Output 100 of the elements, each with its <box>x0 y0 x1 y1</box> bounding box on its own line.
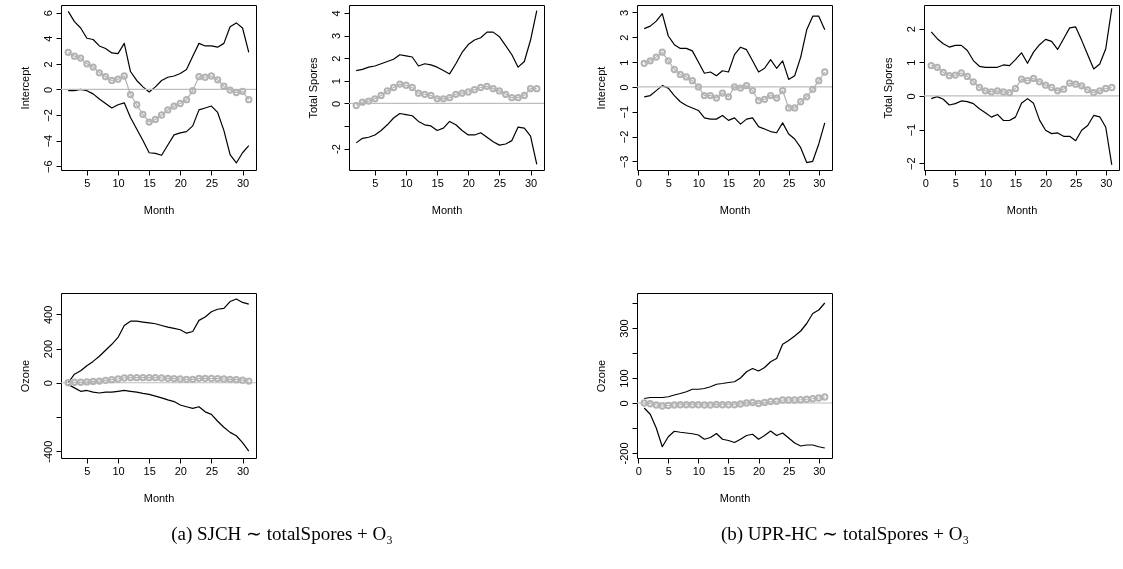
point <box>371 95 379 103</box>
point <box>981 87 990 95</box>
y-tick-label: −2 <box>617 130 630 144</box>
x-tick-label: 20 <box>174 464 187 477</box>
x-tick-label: 10 <box>692 464 706 477</box>
x-axis-title: Month <box>431 203 463 216</box>
x-tick-label: 20 <box>752 464 766 477</box>
line-series <box>355 10 538 75</box>
y-tick-label: 2 <box>904 26 917 33</box>
point <box>1029 74 1038 83</box>
point <box>999 88 1008 96</box>
y-tick-label: 0 <box>617 400 630 407</box>
point <box>754 399 763 408</box>
point <box>718 89 727 97</box>
y-tick-label: -200 <box>617 442 630 465</box>
x-tick-label: 10 <box>112 464 125 477</box>
x-tick-label: 25 <box>205 464 219 477</box>
point <box>658 402 666 410</box>
point <box>736 84 745 92</box>
point <box>207 72 216 80</box>
point <box>785 396 793 404</box>
x-tick-label: 15 <box>143 176 156 189</box>
point <box>1072 80 1080 88</box>
point <box>145 118 153 126</box>
point <box>77 54 85 62</box>
point <box>495 87 504 95</box>
point <box>706 401 715 409</box>
point <box>670 401 678 409</box>
point <box>220 82 228 90</box>
y-tick-label: 400 <box>41 305 54 325</box>
x-tick-label: 0 <box>922 176 929 189</box>
x-tick-label: 30 <box>236 176 250 189</box>
x-tick-label: 25 <box>205 176 219 189</box>
line-series <box>643 13 826 81</box>
point <box>963 72 971 81</box>
point <box>748 86 757 95</box>
point <box>445 94 454 102</box>
x-tick-label: 5 <box>665 176 672 189</box>
point <box>70 52 79 60</box>
point <box>712 400 721 409</box>
x-tick-label: 5 <box>84 464 91 477</box>
point <box>1017 75 1026 83</box>
y-tick-label: -2 <box>329 144 342 154</box>
line-series <box>930 95 1113 166</box>
point <box>226 86 234 94</box>
point <box>365 97 373 105</box>
point <box>408 83 416 92</box>
y-tick-label: −3 <box>617 155 630 169</box>
x-tick-label: 20 <box>1039 176 1053 189</box>
point <box>754 96 763 105</box>
point <box>396 80 404 88</box>
point <box>133 101 141 109</box>
y-tick-label: 3 <box>329 32 342 40</box>
point <box>1005 88 1014 97</box>
point <box>646 400 654 408</box>
x-axis-title: Month <box>719 203 751 216</box>
point <box>508 94 516 102</box>
point <box>809 395 817 403</box>
line-series <box>643 407 826 449</box>
point <box>182 96 191 104</box>
point <box>939 68 947 76</box>
x-tick-label: 20 <box>174 176 187 189</box>
x-tick-label: 20 <box>752 176 766 189</box>
point <box>458 89 466 97</box>
line-series <box>355 112 538 165</box>
y-tick-label: −1 <box>617 105 630 119</box>
y-tick-label: 1 <box>617 59 630 66</box>
x-tick-label: 10 <box>400 176 413 189</box>
x-tick-label: 30 <box>813 464 826 477</box>
y-axis-title: Intercept <box>18 66 31 110</box>
point <box>433 95 441 103</box>
y-axis-title: Total Spores <box>881 56 894 119</box>
point <box>1066 79 1074 87</box>
y-axis-title: Intercept <box>594 66 607 110</box>
point <box>785 104 793 112</box>
point <box>694 401 703 409</box>
point <box>470 86 479 94</box>
point <box>108 76 116 85</box>
y-tick-label: −2 <box>41 109 54 122</box>
point <box>1047 83 1056 92</box>
y-tick-label: 3 <box>617 9 630 17</box>
point <box>514 94 522 102</box>
y-tick-label: 2 <box>41 61 54 68</box>
point <box>1035 78 1044 86</box>
x-tick-label: 5 <box>952 176 959 189</box>
point <box>797 396 805 404</box>
point <box>688 77 697 85</box>
point <box>724 93 733 101</box>
y-axis-title: Ozone <box>18 359 31 393</box>
x-tick-label: 25 <box>783 464 796 477</box>
point <box>652 401 660 409</box>
line-series <box>930 7 1113 70</box>
point <box>214 76 222 84</box>
y-tick-label: 0 <box>329 100 342 107</box>
line-series <box>643 85 826 164</box>
x-tick-label: 10 <box>112 176 125 189</box>
point <box>120 72 128 80</box>
point <box>957 69 965 77</box>
y-tick-label: −2 <box>904 157 917 171</box>
point <box>682 401 690 409</box>
